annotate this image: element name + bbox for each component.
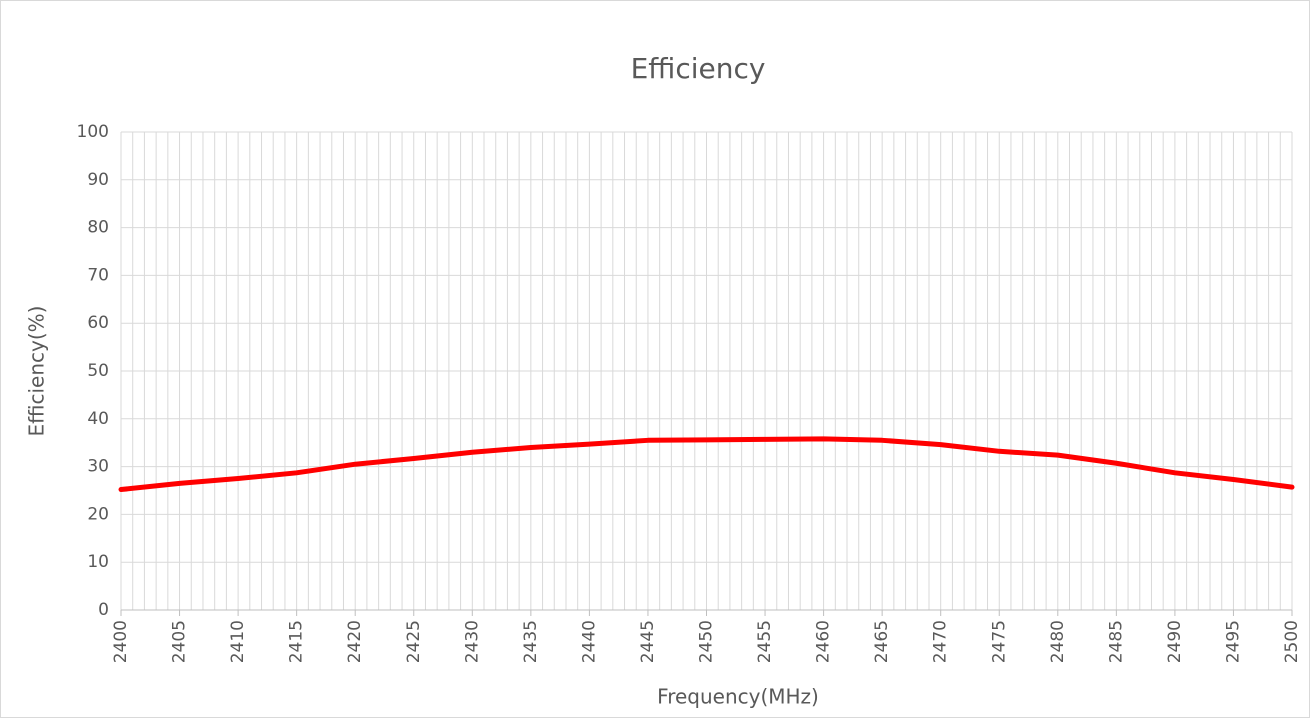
y-tick-label: 20 bbox=[87, 504, 109, 524]
x-tick-label: 2465 bbox=[872, 620, 892, 663]
y-tick-label: 30 bbox=[87, 457, 109, 477]
data-line bbox=[118, 436, 1295, 493]
x-tick-label: 2500 bbox=[1282, 620, 1302, 663]
y-tick-label: 100 bbox=[77, 122, 109, 142]
x-tick-label: 2480 bbox=[1048, 620, 1068, 663]
y-tick-label: 50 bbox=[87, 361, 109, 381]
y-tick-label: 40 bbox=[87, 409, 109, 429]
x-tick-label: 2405 bbox=[170, 620, 190, 663]
x-tick-label: 2485 bbox=[1106, 620, 1126, 663]
x-tick-label: 2460 bbox=[814, 620, 834, 663]
x-tick-label: 2430 bbox=[462, 620, 482, 663]
x-tick-label: 2470 bbox=[931, 620, 951, 663]
x-tick-label: 2490 bbox=[1165, 620, 1185, 663]
x-tick-label: 2450 bbox=[697, 620, 717, 663]
x-tick-label: 2475 bbox=[989, 620, 1009, 663]
y-tick-label: 80 bbox=[87, 218, 109, 238]
x-tick-label: 2445 bbox=[638, 620, 658, 663]
x-tick-label: 2400 bbox=[111, 620, 131, 663]
x-tick-label: 2495 bbox=[1223, 620, 1243, 663]
chart-title: Efficiency bbox=[631, 52, 766, 85]
y-tick-label: 10 bbox=[87, 552, 109, 572]
x-axis-label: Frequency(MHz) bbox=[657, 685, 819, 709]
x-tick-label: 2415 bbox=[287, 620, 307, 663]
y-axis-label: Efficiency(%) bbox=[25, 306, 49, 437]
x-tick-label: 2425 bbox=[404, 620, 424, 663]
x-tick-label: 2455 bbox=[755, 620, 775, 663]
y-tick-label: 90 bbox=[87, 170, 109, 190]
x-tick-label: 2440 bbox=[579, 620, 599, 663]
y-tick-label: 0 bbox=[98, 600, 109, 620]
x-tick-label: 2410 bbox=[228, 620, 248, 663]
x-tick-label: 2435 bbox=[521, 620, 541, 663]
y-tick-label: 60 bbox=[87, 313, 109, 333]
y-tick-label: 70 bbox=[87, 265, 109, 285]
x-tick-label: 2420 bbox=[345, 620, 365, 663]
